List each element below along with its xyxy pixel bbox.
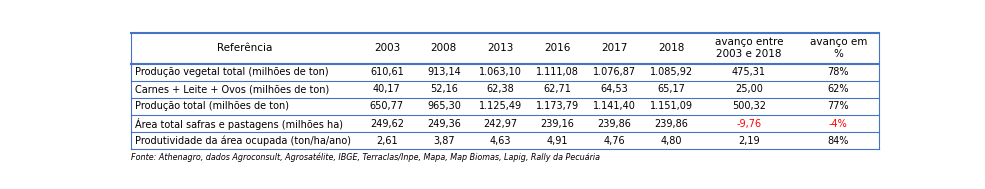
Text: avanço entre
2003 e 2018: avanço entre 2003 e 2018 <box>714 37 783 59</box>
Text: 62,38: 62,38 <box>487 84 514 94</box>
Text: 249,62: 249,62 <box>370 119 404 129</box>
Text: 4,63: 4,63 <box>490 136 511 146</box>
Text: Área total safras e pastagens (milhões ha): Área total safras e pastagens (milhões h… <box>135 118 343 130</box>
Text: 65,17: 65,17 <box>658 84 686 94</box>
Text: 4,76: 4,76 <box>604 136 625 146</box>
Text: 25,00: 25,00 <box>735 84 762 94</box>
Text: Produção total (milhões de ton): Produção total (milhões de ton) <box>135 101 289 112</box>
Text: 40,17: 40,17 <box>373 84 401 94</box>
Text: 475,31: 475,31 <box>732 67 765 77</box>
Text: Produtividade da área ocupada (ton/ha/ano): Produtividade da área ocupada (ton/ha/an… <box>135 136 351 146</box>
Text: 77%: 77% <box>827 101 849 112</box>
Text: 2003: 2003 <box>373 43 400 53</box>
Text: 1.085,92: 1.085,92 <box>650 67 693 77</box>
Text: 2016: 2016 <box>545 43 571 53</box>
Text: 239,86: 239,86 <box>598 119 631 129</box>
Text: 1.141,40: 1.141,40 <box>593 101 636 112</box>
Text: 500,32: 500,32 <box>732 101 765 112</box>
Text: 1.151,09: 1.151,09 <box>650 101 693 112</box>
Text: 62%: 62% <box>827 84 849 94</box>
Text: 84%: 84% <box>827 136 849 146</box>
Text: 2017: 2017 <box>602 43 627 53</box>
Text: 2,61: 2,61 <box>376 136 398 146</box>
Text: Fonte: Athenagro, dados Agroconsult, Agrosatélite, IBGE, Terraclas/Inpe, Mapa, M: Fonte: Athenagro, dados Agroconsult, Agr… <box>131 152 600 162</box>
Text: Referência: Referência <box>217 43 272 53</box>
Text: 62,71: 62,71 <box>544 84 571 94</box>
Text: 965,30: 965,30 <box>427 101 461 112</box>
Text: 650,77: 650,77 <box>369 101 404 112</box>
Text: 3,87: 3,87 <box>433 136 455 146</box>
Text: -9,76: -9,76 <box>736 119 761 129</box>
Text: 1.063,10: 1.063,10 <box>480 67 522 77</box>
Text: 913,14: 913,14 <box>427 67 461 77</box>
Text: 1.125,49: 1.125,49 <box>479 101 522 112</box>
Text: 239,86: 239,86 <box>655 119 689 129</box>
Text: 1.111,08: 1.111,08 <box>536 67 579 77</box>
Text: 610,61: 610,61 <box>370 67 404 77</box>
Text: 242,97: 242,97 <box>484 119 518 129</box>
Text: 2008: 2008 <box>430 43 457 53</box>
Text: 239,16: 239,16 <box>541 119 574 129</box>
Text: Carnes + Leite + Ovos (milhões de ton): Carnes + Leite + Ovos (milhões de ton) <box>135 84 329 94</box>
Text: 2013: 2013 <box>488 43 514 53</box>
Text: 2,19: 2,19 <box>738 136 759 146</box>
Text: avanço em
%: avanço em % <box>810 37 867 59</box>
Text: -4%: -4% <box>828 119 847 129</box>
Text: Produção vegetal total (milhões de ton): Produção vegetal total (milhões de ton) <box>135 67 328 77</box>
Text: 249,36: 249,36 <box>427 119 461 129</box>
Text: 1.173,79: 1.173,79 <box>536 101 579 112</box>
Text: 52,16: 52,16 <box>429 84 458 94</box>
Text: 4,80: 4,80 <box>661 136 683 146</box>
Text: 64,53: 64,53 <box>601 84 628 94</box>
Text: 2018: 2018 <box>658 43 685 53</box>
Text: 1.076,87: 1.076,87 <box>593 67 636 77</box>
Text: 78%: 78% <box>827 67 849 77</box>
Text: 4,91: 4,91 <box>547 136 568 146</box>
